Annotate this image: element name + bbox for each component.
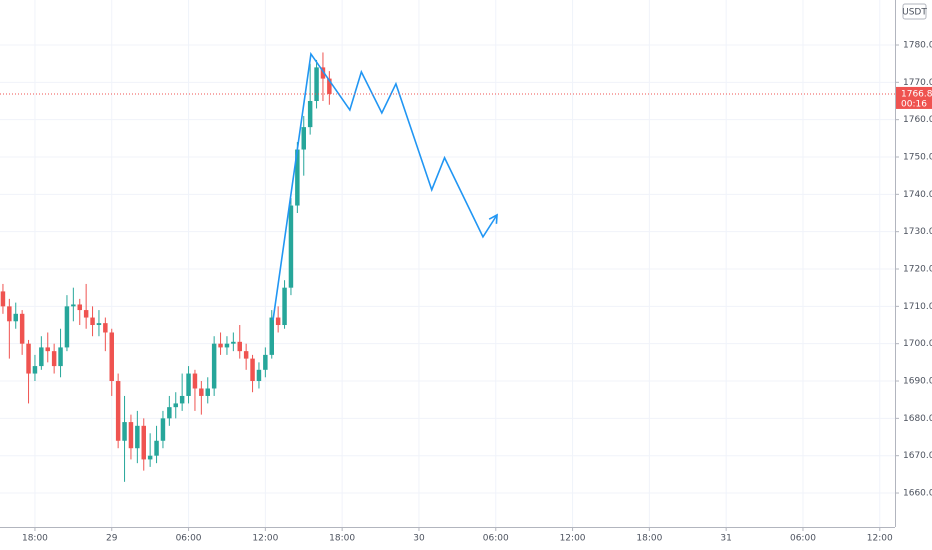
candle-body bbox=[83, 310, 89, 318]
candle-body bbox=[295, 149, 300, 206]
y-tick-label: 1670.00 bbox=[903, 451, 932, 461]
candle-body bbox=[224, 343, 230, 348]
y-tick-label: 1700.00 bbox=[903, 339, 932, 349]
candle-body bbox=[282, 287, 287, 326]
x-tick-label: 18:00 bbox=[22, 534, 48, 544]
candle-body bbox=[0, 291, 6, 307]
price-countdown: 00:16 bbox=[901, 99, 927, 109]
candle-body bbox=[205, 388, 210, 396]
x-tick-label: 18:00 bbox=[636, 534, 662, 544]
y-tick-label: 1680.00 bbox=[903, 414, 932, 424]
x-tick-label: 06:00 bbox=[790, 534, 816, 544]
projection-arrowhead bbox=[488, 213, 498, 224]
candle-body bbox=[58, 347, 63, 367]
candle-body bbox=[147, 455, 153, 460]
candle-body bbox=[96, 323, 102, 326]
y-tick-label: 1720.00 bbox=[903, 265, 932, 275]
candle-body bbox=[64, 306, 70, 348]
candle-body bbox=[301, 127, 306, 150]
candle-body bbox=[135, 425, 140, 449]
candle-body bbox=[186, 373, 191, 396]
currency-box[interactable] bbox=[902, 3, 927, 20]
candle-body bbox=[90, 317, 95, 326]
candle-body bbox=[19, 313, 25, 344]
candle-body bbox=[320, 67, 326, 79]
candle-body bbox=[7, 306, 12, 322]
y-tick-label: 1780.00 bbox=[903, 40, 932, 50]
candle-body bbox=[250, 358, 255, 382]
candle-body bbox=[103, 323, 108, 333]
candle-body bbox=[192, 373, 198, 389]
y-tick-label: 1770.00 bbox=[903, 78, 932, 88]
x-tick-label: 12:00 bbox=[252, 534, 278, 544]
price-label: 1766.89 bbox=[901, 89, 932, 99]
y-tick-label: 1750.00 bbox=[903, 152, 932, 162]
y-tick-label: 1710.00 bbox=[903, 302, 932, 312]
y-tick-label: 1660.00 bbox=[903, 489, 932, 499]
x-tick-label: 12:00 bbox=[867, 534, 893, 544]
y-tick-label: 1740.00 bbox=[903, 190, 932, 200]
y-tick-label: 1760.00 bbox=[903, 115, 932, 125]
candle-body bbox=[275, 317, 281, 326]
candle-body bbox=[167, 407, 172, 419]
y-tick-label: 1730.00 bbox=[903, 227, 932, 237]
candle-body bbox=[45, 347, 50, 352]
candle-body bbox=[256, 369, 262, 382]
x-tick-label: 12:00 bbox=[560, 534, 586, 544]
candle-body bbox=[71, 304, 76, 307]
candle-body bbox=[51, 351, 57, 367]
candle-body bbox=[327, 78, 332, 94]
candle-body bbox=[263, 354, 268, 370]
candle-body bbox=[39, 347, 44, 367]
y-tick-label: 1690.00 bbox=[903, 377, 932, 387]
x-tick-label: 30 bbox=[413, 534, 425, 544]
x-tick-label: 29 bbox=[106, 534, 118, 544]
candle-body bbox=[199, 388, 204, 396]
candle-body bbox=[218, 343, 223, 348]
candle-body bbox=[211, 343, 217, 389]
candle-body bbox=[115, 381, 121, 441]
candle-body bbox=[122, 422, 127, 441]
candle-body bbox=[231, 341, 236, 344]
x-tick-label: 18:00 bbox=[329, 534, 355, 544]
candle-body bbox=[77, 304, 82, 311]
candle-body bbox=[109, 332, 114, 382]
x-tick-label: 06:00 bbox=[176, 534, 202, 544]
candle-body bbox=[32, 366, 38, 374]
candle-body bbox=[288, 205, 294, 288]
candle-body bbox=[179, 395, 185, 404]
candle-body bbox=[26, 343, 31, 374]
x-tick-label: 06:00 bbox=[483, 534, 509, 544]
candle-body bbox=[13, 313, 18, 322]
candle-body bbox=[307, 100, 313, 128]
candle-body bbox=[237, 341, 242, 352]
x-tick-label: 31 bbox=[720, 534, 731, 544]
candle-body bbox=[160, 418, 166, 441]
candle-body bbox=[243, 351, 249, 359]
candle-body bbox=[314, 67, 319, 101]
candle-body bbox=[173, 403, 178, 408]
currency-label[interactable]: USDT bbox=[902, 8, 927, 18]
projection-line bbox=[272, 51, 498, 321]
candle-body bbox=[128, 422, 134, 449]
candle-body bbox=[269, 317, 274, 355]
price-label-box bbox=[896, 86, 932, 109]
candle-body bbox=[141, 425, 146, 460]
candle-body bbox=[154, 440, 159, 456]
